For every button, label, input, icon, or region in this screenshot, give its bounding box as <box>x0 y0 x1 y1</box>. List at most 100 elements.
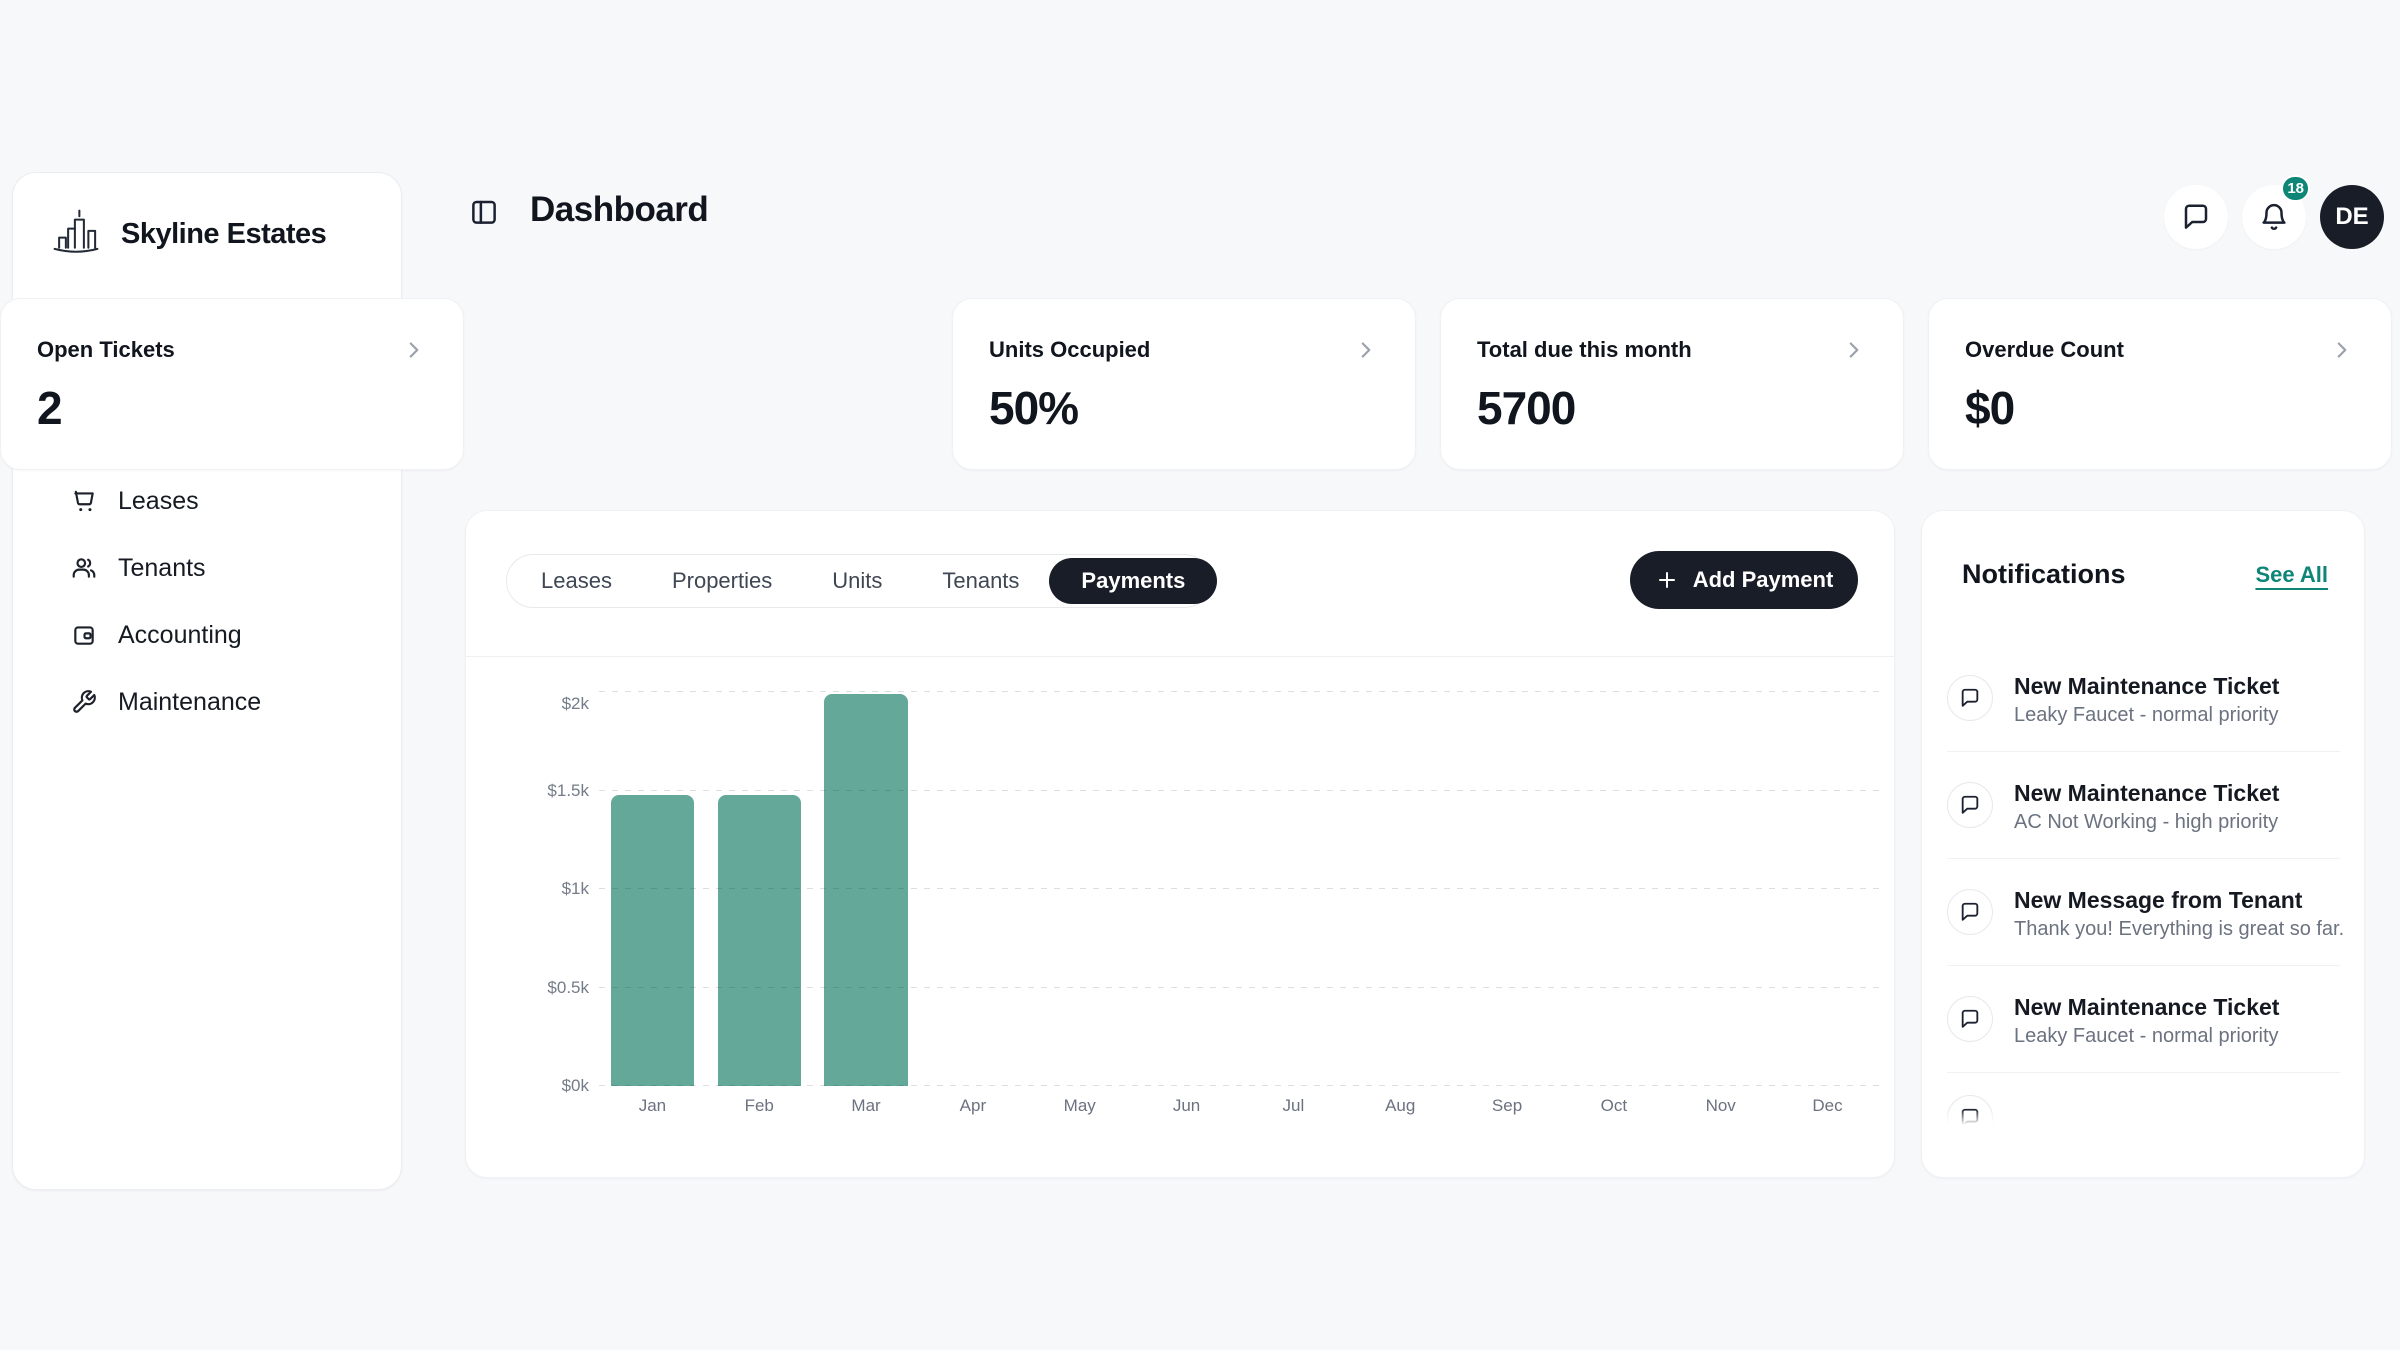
x-tick-label: Dec <box>1812 1096 1843 1115</box>
tab-units[interactable]: Units <box>802 558 912 604</box>
cart-icon <box>71 488 97 514</box>
sidebar-toggle-button[interactable] <box>469 197 499 227</box>
notification-item[interactable]: New Maintenance Ticket Leaky Faucet - no… <box>1947 984 2348 1091</box>
bar-mar[interactable] <box>824 693 908 1086</box>
bar-slot-jul <box>1240 692 1347 1086</box>
chat-bubble-icon <box>1947 675 1993 721</box>
stat-label: Open Tickets <box>37 337 175 362</box>
x-tick-label: Feb <box>744 1096 774 1115</box>
see-all-link[interactable]: See All <box>2255 561 2328 587</box>
page-title: Dashboard <box>530 190 709 229</box>
users-icon <box>71 555 97 581</box>
chevron-right-icon <box>2329 337 2355 363</box>
stat-card-header: Open Tickets <box>37 337 427 363</box>
y-axis: $0k $0.5k $1k $1.5k $2k <box>466 692 592 1095</box>
stat-value: $0 <box>1965 382 2015 434</box>
bar-feb[interactable] <box>717 795 801 1086</box>
stat-value: 2 <box>37 382 63 434</box>
y-tick-label: $1.5k <box>547 780 589 800</box>
bar-slot-oct <box>1560 692 1667 1086</box>
bar-slot-jun <box>1133 692 1240 1086</box>
notification-title: New Maintenance Ticket <box>2014 994 2280 1020</box>
notification-subtitle: Leaky Faucet - normal priority <box>2014 1025 2279 1047</box>
notification-item[interactable]: New Message from Tenant Thank you! Every… <box>1947 877 2348 984</box>
add-payment-label: Add Payment <box>1692 567 1834 592</box>
bar-slot-nov <box>1667 692 1774 1086</box>
sidebar-item-accounting[interactable]: Accounting <box>44 603 371 667</box>
chat-bubble-icon <box>1947 782 1993 828</box>
bar-slot-dec <box>1774 692 1881 1086</box>
notification-count-badge: 18 <box>2281 175 2310 202</box>
notification-title: New Message from Tenant <box>2014 887 2303 913</box>
y-tick-label: $2k <box>561 694 589 713</box>
x-tick-label: Mar <box>851 1096 881 1115</box>
skyline-buildings-icon <box>49 205 103 263</box>
tab-properties[interactable]: Properties <box>642 558 802 604</box>
stat-label: Total due this month <box>1477 337 1692 362</box>
plus-icon <box>1655 568 1679 592</box>
stat-card-overdue-count[interactable]: Overdue Count $0 <box>1928 298 2392 470</box>
payments-panel: Leases Properties Units Tenants Payments… <box>465 510 1895 1178</box>
notification-subtitle: Leaky Faucet - normal priority <box>2014 704 2279 726</box>
y-tick-label: $1k <box>561 879 589 898</box>
brand: Skyline Estates <box>13 173 401 263</box>
x-tick-label: Apr <box>959 1096 987 1115</box>
chevron-right-icon <box>1353 337 1379 363</box>
sidebar-item-label: Leases <box>118 486 199 515</box>
divider <box>466 656 1894 657</box>
stat-value: 50% <box>989 382 1079 434</box>
chat-bubble-icon <box>1947 889 1993 935</box>
bar-slot-jan <box>599 692 706 1086</box>
notification-title: New Maintenance Ticket <box>2014 780 2280 806</box>
stat-label: Units Occupied <box>989 337 1151 362</box>
header-actions: 18 DE <box>2164 175 2384 249</box>
wrench-icon <box>71 689 97 715</box>
chat-bubble-icon <box>1947 996 1993 1042</box>
x-tick-label: Jun <box>1172 1096 1201 1115</box>
notification-subtitle: Thank you! Everything is great so far. <box>2014 918 2345 940</box>
x-tick-label: Aug <box>1385 1096 1416 1115</box>
messages-button[interactable] <box>2164 185 2228 249</box>
x-tick-label: Sep <box>1491 1096 1523 1115</box>
tab-leases[interactable]: Leases <box>511 558 642 604</box>
notifications-panel: Notifications See All New Maintenance Ti… <box>1921 510 2365 1178</box>
x-axis: Jan Feb Mar Apr May Jun Jul Aug Sep Oct Nov Dec <box>599 1096 1881 1116</box>
stat-card-header: Units Occupied <box>989 337 1379 363</box>
panel-left-icon <box>469 197 499 227</box>
add-payment-button[interactable]: Add Payment <box>1630 551 1858 609</box>
sidebar-item-tenants[interactable]: Tenants <box>44 536 371 600</box>
stat-card-total-due[interactable]: Total due this month 5700 <box>1440 298 1904 470</box>
bar-slot-feb <box>706 692 813 1086</box>
notification-item[interactable]: New Maintenance Ticket Leaky Faucet - no… <box>1947 663 2348 770</box>
stat-label: Overdue Count <box>1965 337 2124 362</box>
y-tick-label: $0k <box>561 1076 589 1095</box>
bar-jan[interactable] <box>610 795 695 1086</box>
chevron-right-icon <box>1841 337 1867 363</box>
tab-tenants[interactable]: Tenants <box>912 558 1049 604</box>
stat-card-open-tickets[interactable]: Open Tickets 2 <box>0 298 464 470</box>
stat-card-units-occupied[interactable]: Units Occupied 50% <box>952 298 1416 470</box>
brand-name: Skyline Estates <box>121 217 327 250</box>
entity-tabs: Leases Properties Units Tenants Payments <box>506 554 1218 608</box>
chevron-right-icon <box>401 337 427 363</box>
sidebar-item-maintenance[interactable]: Maintenance <box>44 670 371 734</box>
notification-title: New Maintenance Ticket <box>2014 673 2280 699</box>
bars-layer <box>599 692 1881 1086</box>
bar-slot-apr <box>919 692 1026 1086</box>
tab-payments[interactable]: Payments <box>1049 558 1218 604</box>
notifications-button[interactable]: 18 <box>2242 175 2310 249</box>
bar-slot-sep <box>1454 692 1561 1086</box>
chat-bubble-icon <box>2181 202 2211 232</box>
x-tick-label: Jul <box>1282 1096 1305 1115</box>
payments-bar-chart: $0k $0.5k $1k $1.5k $2k Jan Feb Mar Apr May Jun Ju… <box>466 656 1894 1177</box>
stat-card-header: Overdue Count <box>1965 337 2355 363</box>
stat-card-header: Total due this month <box>1477 337 1867 363</box>
bar-slot-aug <box>1347 692 1454 1086</box>
notification-item[interactable]: New Maintenance Ticket AC Not Working - … <box>1947 770 2348 877</box>
wallet-icon <box>71 622 97 648</box>
avatar[interactable]: DE <box>2320 185 2384 249</box>
sidebar-item-leases[interactable]: Leases <box>44 469 371 533</box>
y-tick-label: $0.5k <box>547 977 589 997</box>
sidebar-item-label: Tenants <box>118 553 206 582</box>
sidebar-item-label: Maintenance <box>118 687 262 716</box>
